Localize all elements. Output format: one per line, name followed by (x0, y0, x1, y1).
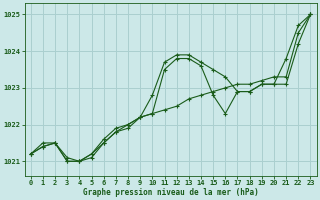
X-axis label: Graphe pression niveau de la mer (hPa): Graphe pression niveau de la mer (hPa) (83, 188, 259, 197)
